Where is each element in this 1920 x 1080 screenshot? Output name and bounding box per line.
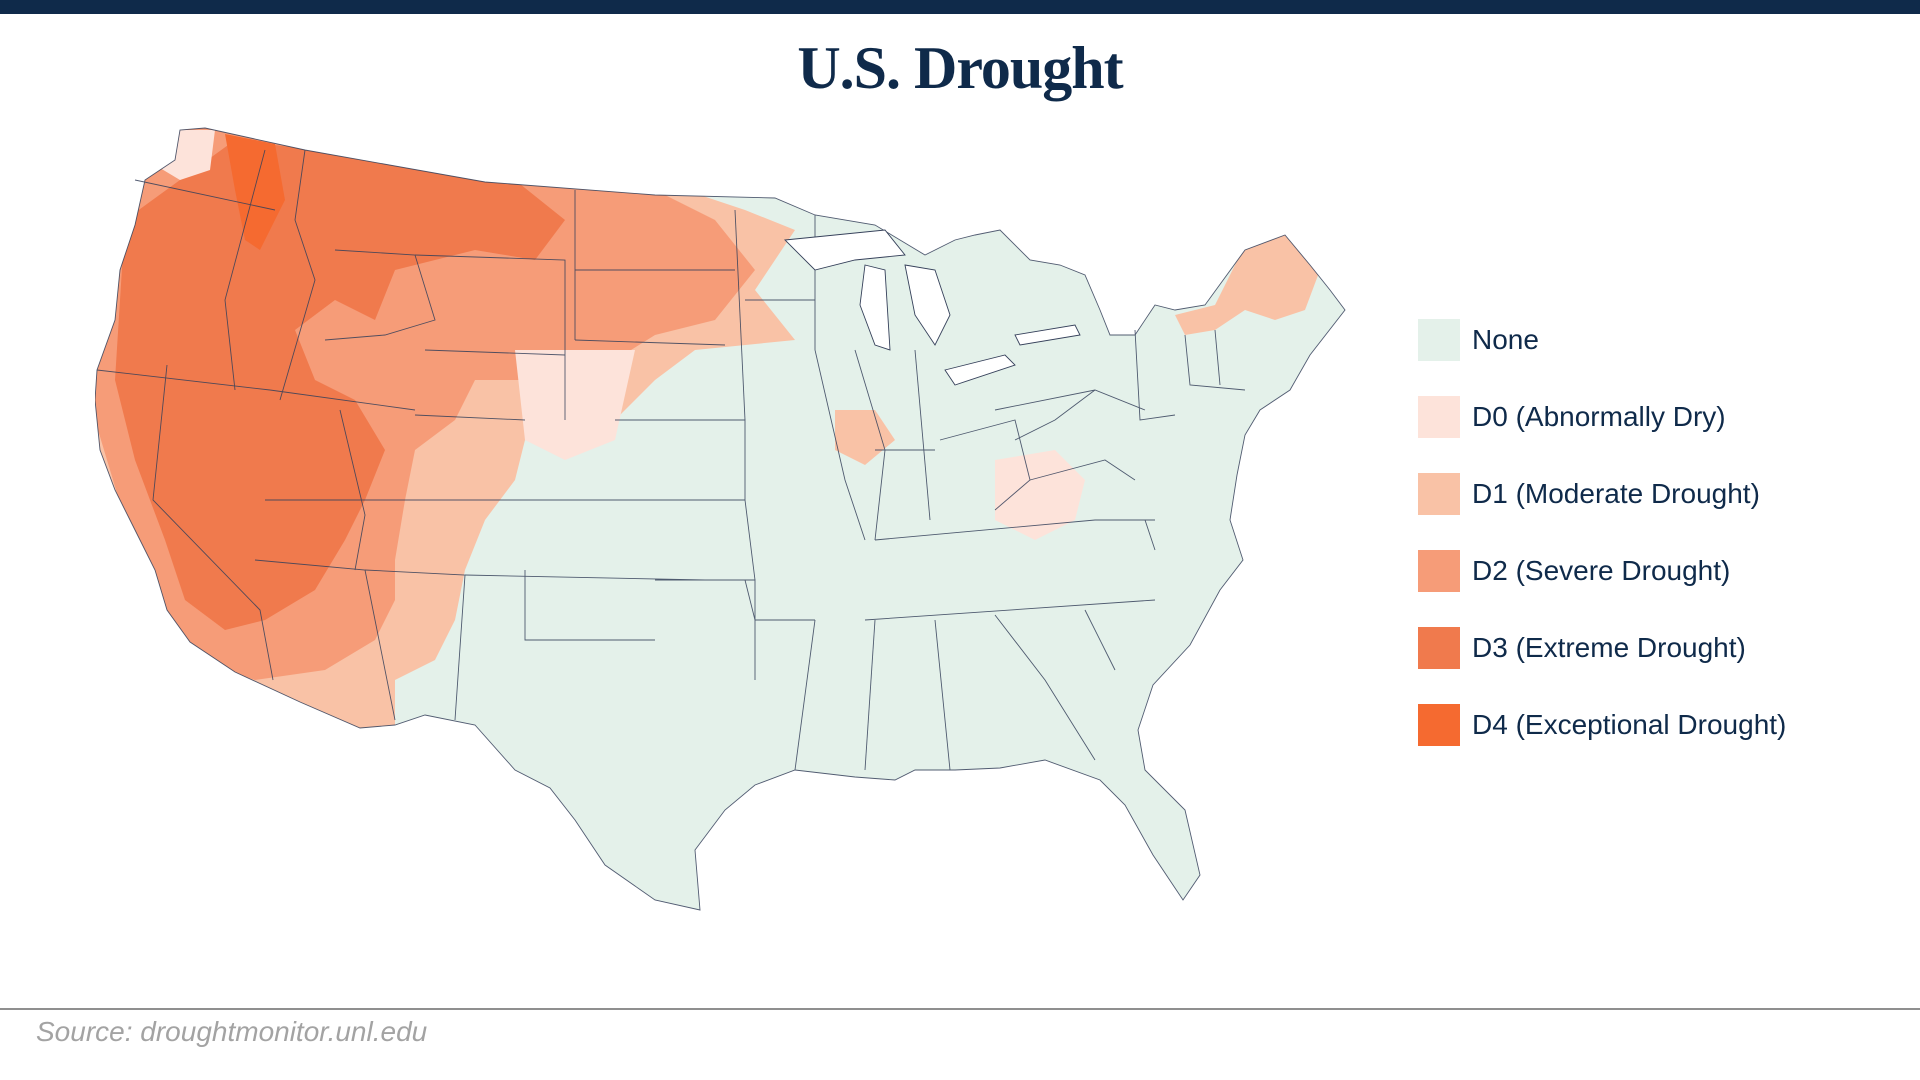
legend-label-d0: D0 (Abnormally Dry) <box>1472 401 1726 432</box>
legend-item-d3: D3 (Extreme Drought) <box>1418 626 1746 670</box>
legend-label-d1: D1 (Moderate Drought) <box>1472 478 1760 509</box>
legend-label-d4: D4 (Exceptional Drought) <box>1472 709 1787 740</box>
great-lakes <box>784 229 1081 386</box>
top-bar <box>0 0 1920 14</box>
legend-item-none: None <box>1418 318 1539 362</box>
d1-northeast <box>1175 230 1320 335</box>
d0-plains <box>515 350 635 460</box>
legend-label-d2: D2 (Severe Drought) <box>1472 555 1731 586</box>
legend-swatch-d4 <box>1418 704 1460 746</box>
d4-region <box>225 134 285 250</box>
legend-label-none: None <box>1472 324 1539 355</box>
source-text: Source: droughtmonitor.unl.edu <box>36 1016 428 1047</box>
legend-item-d1: D1 (Moderate Drought) <box>1418 472 1760 516</box>
state-borders <box>95 127 1346 911</box>
legend-swatch-d2 <box>1418 550 1460 592</box>
legend-swatch-d1 <box>1418 473 1460 515</box>
map-title: U.S. Drought <box>797 35 1123 101</box>
drought-map <box>95 120 1415 950</box>
legend-label-d3: D3 (Extreme Drought) <box>1472 632 1746 663</box>
legend-swatch-none <box>1418 319 1460 361</box>
legend-swatch-d0 <box>1418 396 1460 438</box>
legend-swatch-d3 <box>1418 627 1460 669</box>
d3-region <box>115 140 565 630</box>
legend-item-d0: D0 (Abnormally Dry) <box>1418 395 1726 439</box>
footer-divider <box>0 1008 1920 1010</box>
legend-item-d2: D2 (Severe Drought) <box>1418 549 1730 593</box>
legend-item-d4: D4 (Exceptional Drought) <box>1418 703 1786 747</box>
d1-midwest <box>835 410 895 465</box>
d0-appalachia <box>995 450 1085 540</box>
